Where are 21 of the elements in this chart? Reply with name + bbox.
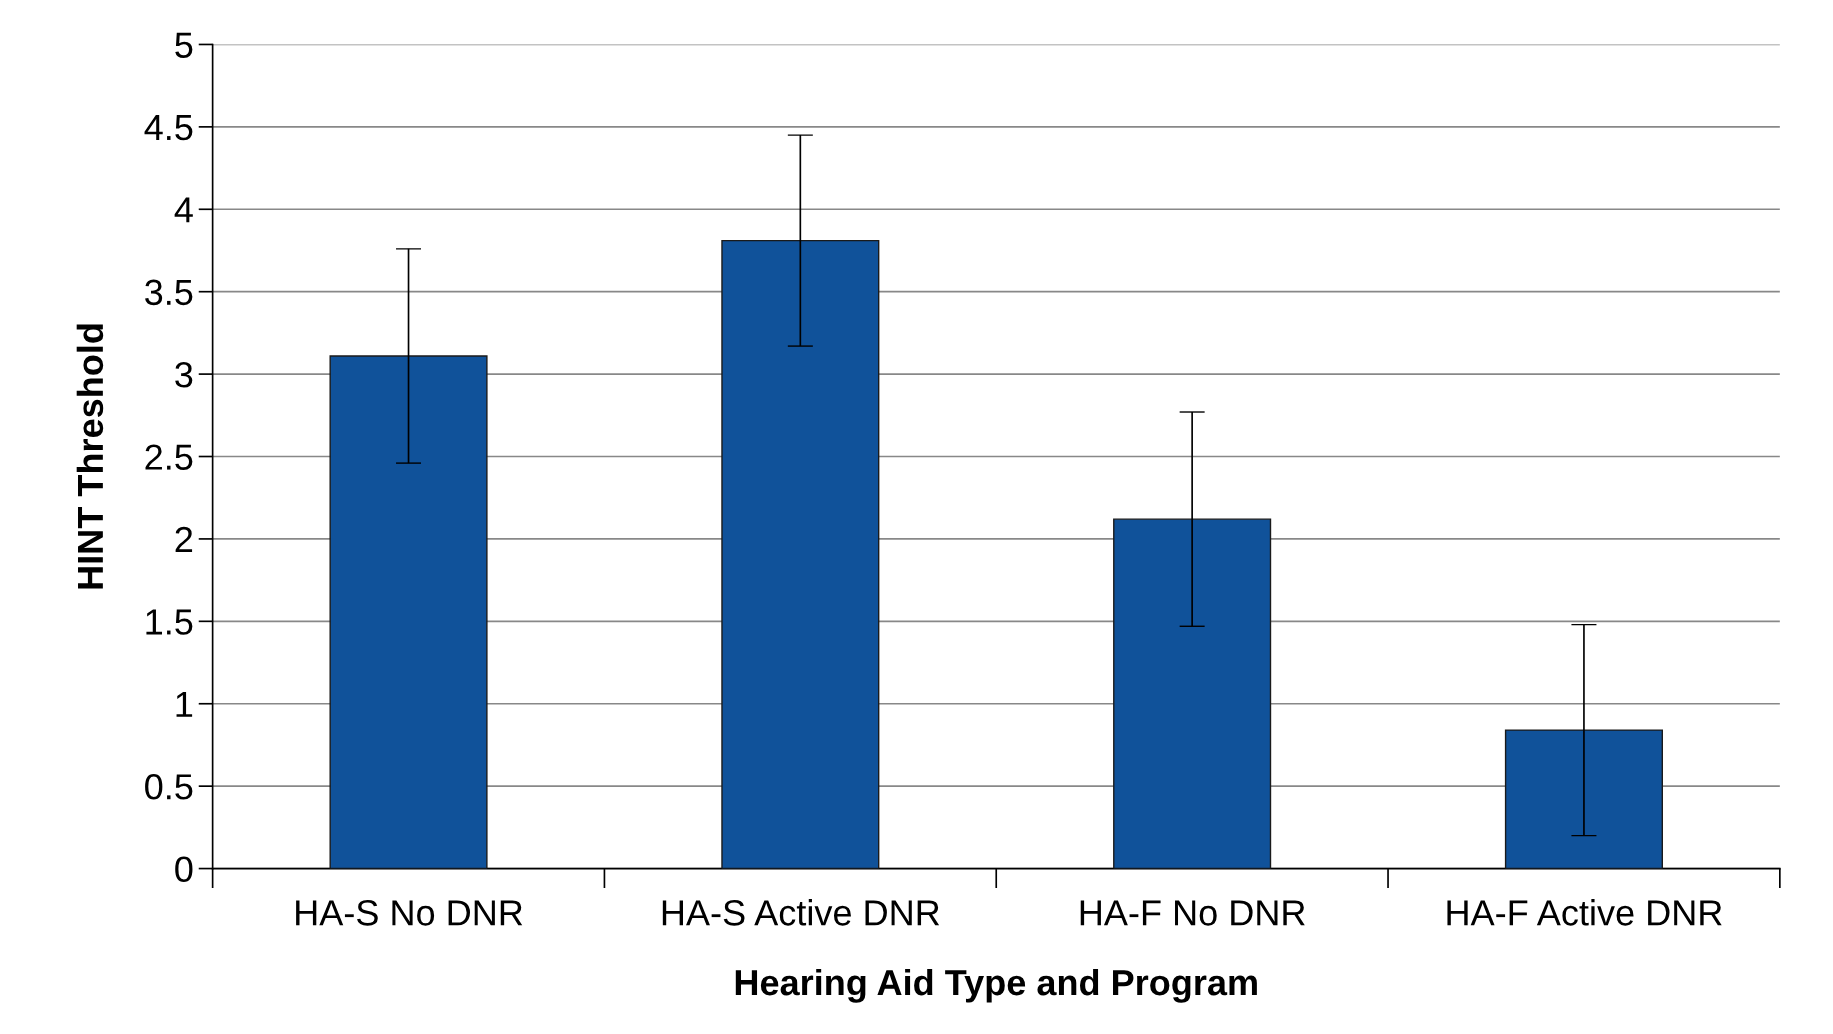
- y-tick-label: 0: [175, 856, 193, 882]
- x-axis-title: Hearing Aid Type and Program: [735, 968, 1257, 1003]
- bar: [1504, 729, 1663, 869]
- y-tick-label: 3.5: [145, 279, 193, 306]
- x-tick-label: HA-S Active DNR: [662, 899, 940, 926]
- y-tick-label: 1.5: [146, 609, 193, 635]
- y-tick-label: 3: [175, 361, 193, 388]
- y-tick-label: 0.5: [145, 774, 193, 800]
- x-tick-label: HA-S No DNR: [296, 900, 523, 926]
- x-tick-label: HA-F No DNR: [1080, 900, 1305, 926]
- y-axis-title: HINT Threshold: [76, 324, 104, 589]
- y-tick-label: 1: [176, 691, 193, 717]
- y-tick-label: 2: [175, 526, 193, 553]
- bar: [1113, 518, 1272, 869]
- bar: [721, 239, 880, 869]
- y-tick-label: 2.5: [145, 444, 193, 470]
- bar: [329, 355, 488, 869]
- x-tick-label: HA-F Active DNR: [1447, 899, 1722, 926]
- y-tick-label: 5: [175, 32, 193, 58]
- y-tick-label: 4.5: [144, 115, 193, 141]
- y-tick-label: 4: [174, 197, 193, 223]
